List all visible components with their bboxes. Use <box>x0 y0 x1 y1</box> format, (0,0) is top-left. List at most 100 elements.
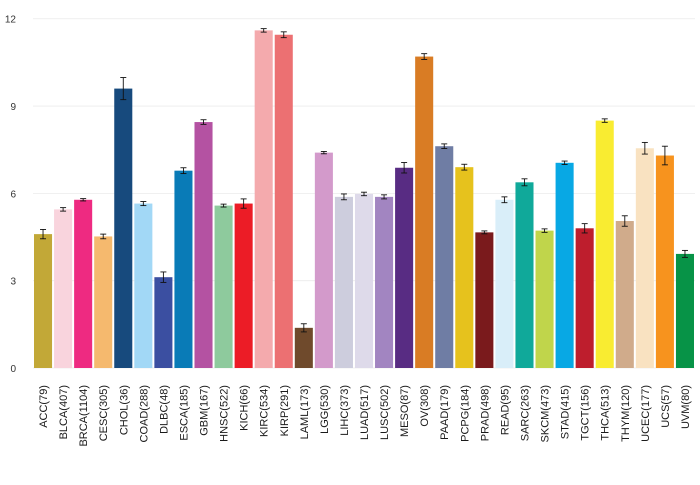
error-bar <box>340 193 347 201</box>
error-bar <box>280 31 287 39</box>
error-bar <box>180 167 187 175</box>
bar <box>294 327 313 368</box>
bar <box>655 155 674 368</box>
x-tick-label: UVM(80) <box>680 385 692 429</box>
bar <box>495 199 514 368</box>
x-tick-label: LAML(173) <box>299 385 311 439</box>
bar <box>435 146 454 368</box>
x-tick-label: PRAD(498) <box>479 385 491 441</box>
y-tick-label: 9 <box>10 102 16 113</box>
x-tick-label: KICH(66) <box>239 385 251 431</box>
error-bar <box>240 198 247 209</box>
error-bar <box>300 323 307 333</box>
x-tick-label: READ(95) <box>499 385 511 435</box>
error-bar <box>681 249 688 258</box>
x-tick-label: UCS(57) <box>660 385 672 428</box>
error-bar <box>40 229 47 240</box>
error-bar <box>220 203 227 208</box>
y-tick-label: 3 <box>10 277 16 288</box>
error-bar <box>561 160 568 166</box>
error-bar <box>621 215 628 227</box>
x-tick-label: PCPG(184) <box>459 385 471 442</box>
x-tick-label: HNSC(522) <box>219 385 231 442</box>
error-bar <box>641 141 648 155</box>
x-tick-label: BLCA(407) <box>58 385 70 439</box>
bar <box>395 167 414 368</box>
error-bar <box>60 207 67 212</box>
bar <box>595 120 614 368</box>
bar <box>475 232 494 368</box>
x-tick-label: SARC(263) <box>519 385 531 441</box>
error-bar <box>481 230 488 235</box>
bar <box>234 203 253 368</box>
bar <box>74 199 93 368</box>
bar <box>354 193 374 368</box>
x-tick-label: LGG(530) <box>319 385 331 434</box>
error-bar <box>100 233 107 240</box>
x-tick-label: UCEC(177) <box>640 385 652 442</box>
bar <box>635 148 654 368</box>
x-tick-label: KIRP(291) <box>279 385 291 436</box>
bar <box>34 234 53 368</box>
error-bar <box>80 198 87 202</box>
error-bar <box>661 145 668 166</box>
x-tick-label: DLBC(48) <box>158 385 170 434</box>
bar <box>254 30 273 368</box>
error-bar <box>501 196 508 204</box>
error-bar <box>381 194 388 200</box>
error-bar <box>401 162 408 174</box>
bar <box>535 230 554 368</box>
y-axis-tick-labels: 0 3 6 9 12 <box>5 15 17 375</box>
x-tick-label: GBM(167) <box>199 385 211 436</box>
bar <box>134 203 153 368</box>
bar <box>334 196 353 368</box>
x-tick-label: CHOL(36) <box>118 385 130 435</box>
bar <box>194 122 213 368</box>
bar <box>675 253 694 368</box>
bar <box>515 182 534 368</box>
x-tick-label: MESO(87) <box>399 385 411 437</box>
bar <box>94 236 113 368</box>
y-tick-label: 6 <box>10 189 16 200</box>
error-bar <box>200 119 207 125</box>
error-bar <box>521 178 528 187</box>
error-bar <box>361 191 367 197</box>
x-tick-label: TGCT(156) <box>580 385 592 441</box>
error-bar <box>421 53 428 60</box>
bars <box>34 30 694 369</box>
bar <box>314 152 333 368</box>
bar <box>174 170 193 368</box>
x-tick-label: STAD(415) <box>560 385 572 439</box>
error-bar <box>541 228 548 233</box>
x-tick-label: LIHC(373) <box>339 385 351 436</box>
x-tick-label: BRCA(1104) <box>78 385 90 447</box>
bar <box>575 228 594 368</box>
bar <box>455 167 474 368</box>
bar <box>54 209 73 368</box>
x-tick-label: THCA(513) <box>600 385 612 441</box>
error-bar <box>160 271 167 283</box>
bar <box>114 88 133 369</box>
x-tick-label: ACC(79) <box>38 385 50 428</box>
error-bar <box>260 28 267 33</box>
error-bar <box>581 223 588 234</box>
x-tick-label: THYM(120) <box>620 385 632 442</box>
x-tick-label: SKCM(473) <box>540 385 552 442</box>
bar <box>615 221 634 368</box>
error-bar <box>320 151 327 155</box>
error-bar <box>601 118 608 123</box>
bar <box>375 196 394 368</box>
error-bar <box>140 201 147 207</box>
x-tick-label: LUSC(502) <box>379 385 391 440</box>
bar <box>555 162 574 368</box>
x-tick-label: ESCA(185) <box>178 385 190 441</box>
bar <box>415 56 434 369</box>
x-tick-label: COAD(288) <box>138 385 150 442</box>
x-tick-label: PAAD(179) <box>439 385 451 440</box>
x-tick-label: LUAD(517) <box>359 385 371 440</box>
bar <box>274 34 293 368</box>
y-tick-label: 0 <box>10 364 16 375</box>
x-axis-tick-labels: ACC(79) BLCA(407) BRCA(1104) CESC(305) CHOL(… <box>38 385 692 447</box>
